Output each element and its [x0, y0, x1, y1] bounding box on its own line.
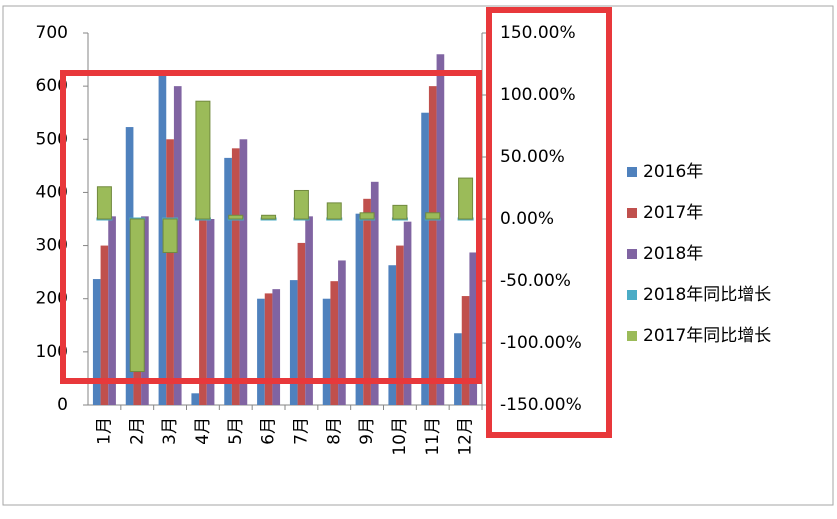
growth-bar	[228, 214, 244, 220]
growth-bar	[326, 202, 342, 220]
bar	[403, 221, 412, 405]
bar	[396, 245, 404, 405]
growth-bar	[359, 212, 375, 220]
y-tick-label: 0	[57, 395, 68, 415]
growth-bar	[96, 186, 112, 220]
bar	[133, 367, 142, 405]
growth-bar	[392, 204, 408, 220]
x-tick-label: 8月	[324, 417, 344, 445]
bar	[469, 252, 478, 405]
bar	[370, 181, 379, 405]
highlight-box	[60, 70, 482, 384]
legend-label: 2018年同比增长	[643, 285, 771, 305]
y-tick-label: 200	[36, 289, 68, 309]
bar	[436, 54, 445, 405]
y-tick-label: 700	[36, 23, 68, 43]
x-tick-label: 12月	[456, 417, 476, 456]
growth-bar	[195, 100, 211, 220]
bar	[231, 148, 240, 405]
y2-tick-label: 100.00%	[500, 85, 576, 105]
y-tick-label: 500	[36, 129, 68, 149]
bar	[264, 293, 273, 405]
legend-label: 2017年	[643, 203, 703, 223]
y-tick-label: 600	[36, 76, 68, 96]
bar	[428, 86, 437, 406]
y2-tick-label: 0.00%	[500, 209, 554, 229]
highlight-box	[486, 7, 612, 438]
legend-label: 2017年同比增长	[643, 326, 771, 346]
bar	[158, 70, 167, 405]
legend-label: 2016年	[643, 162, 703, 182]
bar	[92, 279, 101, 405]
bar	[322, 298, 331, 405]
x-tick-label: 10月	[390, 417, 410, 456]
legend-swatch	[627, 249, 637, 259]
growth-bar	[425, 212, 441, 220]
bar	[338, 260, 346, 405]
bar	[272, 289, 281, 405]
x-tick-label: 9月	[357, 417, 377, 445]
legend-swatch	[627, 208, 637, 218]
growth-bar	[129, 218, 145, 373]
y2-tick-label: 150.00%	[500, 23, 576, 43]
x-tick-label: 6月	[259, 417, 279, 445]
x-tick-label: 2月	[127, 417, 147, 445]
growth-bar	[261, 214, 277, 220]
bar	[257, 298, 265, 405]
y-tick-label: 400	[36, 182, 68, 202]
bar	[173, 86, 182, 406]
y2-tick-label: -100.00%	[500, 333, 582, 353]
legend-swatch	[627, 331, 637, 341]
x-tick-label: 1月	[94, 417, 114, 445]
bar	[239, 139, 248, 406]
y-tick-label: 300	[36, 236, 68, 256]
y2-tick-label: -50.00%	[500, 271, 571, 291]
y-tick-label: 100	[36, 342, 68, 362]
bar	[206, 219, 215, 405]
bar	[166, 139, 174, 406]
x-tick-label: 11月	[423, 417, 443, 456]
x-tick-label: 5月	[226, 417, 246, 445]
y2-tick-label: -150.00%	[500, 395, 582, 415]
growth-bar	[458, 177, 474, 220]
bar	[100, 245, 109, 405]
plot: 0 100 200 300 400 500 600 700 150.00% 100.00% 50.0…	[36, 23, 582, 456]
x-tick-label: 3月	[160, 417, 180, 445]
bar	[355, 213, 364, 405]
bar	[388, 265, 397, 405]
legend-swatch	[627, 290, 637, 300]
x-tick-label: 7月	[291, 417, 311, 445]
bar	[108, 216, 116, 405]
bar	[421, 112, 429, 405]
bar	[191, 393, 200, 405]
y2-tick-label: 50.00%	[500, 147, 565, 167]
growth-bar	[162, 218, 178, 253]
bar	[141, 216, 149, 405]
bar	[363, 198, 371, 405]
bar	[125, 127, 134, 405]
bar	[224, 157, 232, 405]
bar	[199, 219, 207, 405]
bar	[454, 333, 462, 405]
bar	[461, 296, 470, 405]
bar	[289, 280, 298, 405]
bar	[330, 281, 339, 405]
bar	[297, 242, 306, 405]
growth-bar	[293, 189, 309, 220]
legend-swatch	[627, 167, 637, 177]
x-tick-label: 4月	[193, 417, 213, 445]
bar	[305, 216, 313, 405]
legend-label: 2018年	[643, 244, 703, 264]
